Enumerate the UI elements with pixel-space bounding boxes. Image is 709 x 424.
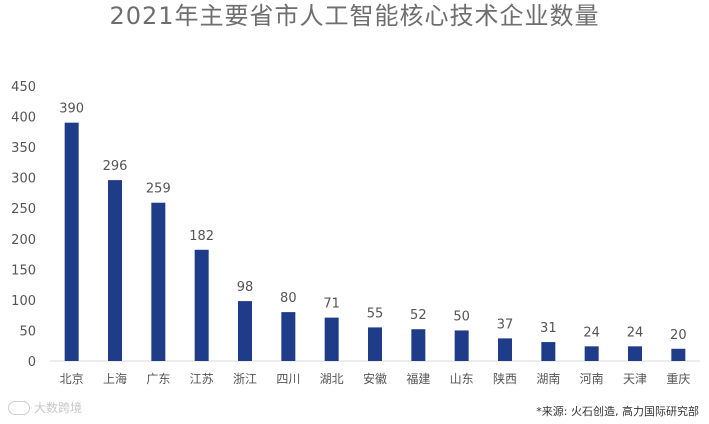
bar bbox=[368, 327, 382, 361]
bar-value-label: 71 bbox=[323, 297, 340, 312]
chart-title: 2021年主要省市人工智能核心技术企业数量 bbox=[109, 2, 600, 30]
bar bbox=[194, 249, 209, 361]
bar bbox=[238, 301, 252, 361]
x-tick-label: 天津 bbox=[623, 372, 647, 386]
y-tick-label: 100 bbox=[11, 294, 36, 309]
y-tick-label: 350 bbox=[11, 141, 36, 156]
bar-value-label: 24 bbox=[583, 325, 600, 340]
x-tick-label: 福建 bbox=[406, 371, 430, 386]
watermark: 大数跨境 bbox=[8, 399, 82, 416]
x-tick-label: 安徽 bbox=[363, 371, 387, 386]
bar-value-label: 98 bbox=[237, 280, 254, 295]
y-tick-label: 300 bbox=[11, 172, 36, 187]
x-tick-label: 湖南 bbox=[536, 371, 560, 386]
x-tick-label: 上海 bbox=[103, 371, 127, 386]
bar-value-label: 182 bbox=[189, 229, 214, 244]
bar-value-label: 31 bbox=[540, 321, 557, 336]
bar bbox=[584, 346, 599, 361]
x-tick-label: 四川 bbox=[276, 372, 300, 386]
bar-value-label: 50 bbox=[453, 309, 470, 324]
bar bbox=[324, 317, 339, 361]
bar-value-label: 24 bbox=[627, 325, 644, 340]
bar-value-label: 52 bbox=[410, 308, 427, 323]
bar bbox=[281, 312, 296, 361]
bar bbox=[541, 342, 556, 361]
y-tick-label: 50 bbox=[19, 324, 36, 339]
bar bbox=[454, 330, 469, 361]
bar-value-label: 296 bbox=[103, 159, 128, 174]
x-tick-label: 广东 bbox=[146, 372, 170, 386]
x-tick-label: 浙江 bbox=[233, 372, 257, 386]
watermark-logo-icon bbox=[8, 400, 30, 415]
bar-chart: 0 50 100 150 200 250 300 350 400 450 390 北京 296 上海 259… bbox=[11, 80, 700, 386]
y-tick-label: 400 bbox=[11, 111, 36, 126]
y-tick-label: 0 bbox=[28, 355, 36, 370]
x-tick-label: 重庆 bbox=[666, 372, 690, 386]
bar bbox=[108, 180, 122, 361]
y-tick-label: 250 bbox=[11, 202, 36, 217]
y-tick-label: 150 bbox=[11, 263, 36, 278]
x-tick-label: 北京 bbox=[60, 372, 84, 386]
bar-value-label: 390 bbox=[59, 102, 84, 117]
bar bbox=[64, 122, 79, 362]
bar-value-label: 20 bbox=[670, 328, 687, 343]
watermark-text: 大数跨境 bbox=[34, 401, 83, 415]
x-tick-label: 河南 bbox=[580, 371, 604, 386]
x-tick-label: 江苏 bbox=[190, 372, 214, 386]
bar bbox=[498, 338, 512, 361]
bar-value-label: 37 bbox=[497, 317, 514, 332]
y-tick-label: 450 bbox=[11, 80, 36, 95]
bar-value-label: 259 bbox=[146, 182, 171, 197]
y-tick-label: 200 bbox=[11, 233, 36, 248]
x-tick-label: 湖北 bbox=[320, 371, 344, 386]
bar bbox=[411, 329, 426, 361]
x-tick-label: 山东 bbox=[450, 372, 474, 386]
bar bbox=[671, 348, 686, 361]
source-note: *来源: 火石创造, 高力国际研究部 bbox=[536, 405, 699, 418]
bar-value-label: 55 bbox=[367, 306, 384, 321]
bar bbox=[151, 202, 166, 361]
x-tick-label: 陕西 bbox=[493, 371, 517, 386]
bar-value-label: 80 bbox=[280, 291, 297, 306]
bar bbox=[628, 346, 642, 361]
